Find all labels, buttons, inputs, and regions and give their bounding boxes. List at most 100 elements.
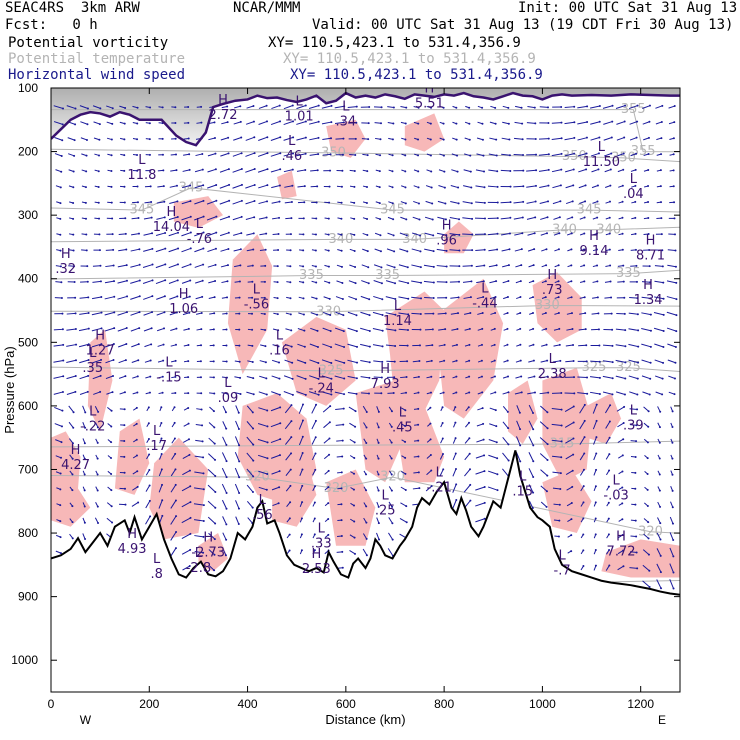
wind-vector-head-659 <box>509 201 512 204</box>
wind-vector-head-45 <box>343 105 346 108</box>
wind-vector-1864 <box>68 405 74 413</box>
wind-vector-748 <box>449 216 460 220</box>
wind-vector-head-385 <box>635 152 638 155</box>
wind-vector-2574 <box>399 517 407 523</box>
wind-vector-head-2381 <box>251 491 254 494</box>
wind-vector-head-1657 <box>624 361 627 364</box>
wind-vector-head-1059 <box>557 264 560 267</box>
wind-vector-890 <box>105 249 114 251</box>
wind-vector-head-15 <box>149 106 152 109</box>
wind-vector-714 <box>232 216 242 221</box>
wind-vector-2032 <box>516 420 521 430</box>
wind-vector-head-955 <box>520 248 523 251</box>
wind-vector-942 <box>436 248 447 252</box>
wind-vector-1048 <box>488 264 497 268</box>
wind-vector-head-715 <box>240 215 243 218</box>
wind-vector-2144 <box>605 437 611 445</box>
wind-vector-head-325 <box>253 152 256 155</box>
wind-vector-head-2485 <box>340 503 343 506</box>
wind-vector-head-2049 <box>622 422 625 425</box>
wind-vector-286 <box>629 137 637 141</box>
hl-letter-31: L <box>153 424 161 439</box>
wind-vector-head-907 <box>214 247 217 250</box>
wind-vector-head-1165 <box>609 280 612 283</box>
theta-label-5: 325 <box>319 363 344 378</box>
wind-vector-head-341 <box>354 153 357 156</box>
wind-vector-644 <box>413 200 420 204</box>
wind-vector-head-931 <box>366 250 369 253</box>
wind-vector-head-653 <box>470 202 473 205</box>
wind-vector-head-1203 <box>226 296 229 299</box>
wind-vector-head-881 <box>673 233 676 236</box>
wind-vector-1028 <box>361 264 369 268</box>
wind-vector-head-9 <box>111 107 114 110</box>
wind-vector-head-619 <box>253 200 256 203</box>
wind-vector-2662 <box>194 551 204 554</box>
wind-vector-1328 <box>398 312 409 315</box>
wind-vector-head-2293 <box>301 468 304 471</box>
wind-vector-1224 <box>360 295 370 300</box>
wind-vector-head-509 <box>175 184 178 187</box>
wind-vector-head-735 <box>366 217 369 220</box>
wind-vector-head-195 <box>673 121 676 124</box>
wind-vector-head-1597 <box>238 360 241 363</box>
pv-shading-layer <box>51 88 680 578</box>
theta-contour-315 <box>51 440 680 448</box>
wind-vector-head-1051 <box>507 264 510 267</box>
wind-vector-head-887 <box>85 249 88 252</box>
wind-vector-head-1869 <box>97 410 100 413</box>
wind-vector-head-2337 <box>595 468 598 471</box>
wind-vector-head-111 <box>136 122 139 125</box>
wind-vector-1998 <box>298 420 304 430</box>
wind-vector-head-2569 <box>365 521 368 524</box>
pv-region-13 <box>444 221 474 254</box>
hl-value-0: 2.72 <box>209 108 238 123</box>
wind-vector-2424 <box>566 486 573 491</box>
wind-vector-head-1645 <box>546 359 549 362</box>
wind-vector-head-665 <box>547 200 550 203</box>
wind-vector-head-1515 <box>343 346 346 349</box>
plot-frame <box>50 87 681 693</box>
wind-vector-head-2725 <box>648 585 651 588</box>
wind-vector-566 <box>539 185 549 189</box>
wind-vector-head-585 <box>659 185 662 188</box>
wind-vector-head-1431 <box>431 328 434 331</box>
wind-vector-head-921 <box>302 249 305 252</box>
wind-vector-head-1025 <box>340 265 343 268</box>
pv-region-12 <box>394 405 445 483</box>
wind-vector-head-1847 <box>586 392 589 395</box>
wind-vector-head-1983 <box>201 424 204 427</box>
wind-vector-head-695 <box>111 217 114 220</box>
wind-vector-2088 <box>246 436 254 445</box>
theta-label-21: 350 <box>321 145 346 160</box>
wind-vector-932 <box>374 248 382 252</box>
wind-vector-head-1547 <box>545 343 548 346</box>
wind-vector-head-41 <box>317 104 320 107</box>
wind-vector-1668 <box>66 375 76 380</box>
wind-vector-head-1333 <box>432 312 435 315</box>
wind-vector-1194 <box>169 295 178 300</box>
wind-vector-head-317 <box>201 152 204 155</box>
wind-vector-2594 <box>657 517 661 524</box>
wind-vector-2550 <box>222 516 227 525</box>
pv-region-11 <box>355 380 405 483</box>
wind-vector-head-2677 <box>341 550 344 553</box>
wind-vector-head-1359 <box>597 312 600 315</box>
wind-vector-750 <box>462 217 473 220</box>
wind-vector-head-1897 <box>279 406 282 409</box>
wind-vector-head-2457 <box>148 499 151 502</box>
wind-vector-head-1949 <box>609 404 612 407</box>
wind-vector-2700 <box>669 547 674 557</box>
field-name-wind: Horizontal wind speed <box>8 67 186 83</box>
wind-vector-head-613 <box>215 199 218 202</box>
wind-vector-head-679 <box>634 200 637 203</box>
wind-vector-head-2483 <box>327 502 330 505</box>
wind-vector-head-1977 <box>160 421 163 424</box>
wind-vector-head-1037 <box>419 266 422 269</box>
wind-vector-head-135 <box>292 120 295 123</box>
wind-vector-head-1043 <box>458 265 461 268</box>
wind-vector-2278 <box>207 468 216 477</box>
wind-vector-head-829 <box>340 233 343 236</box>
wind-vector-head-1671 <box>87 374 90 377</box>
hl-letter-36: L <box>382 489 390 504</box>
